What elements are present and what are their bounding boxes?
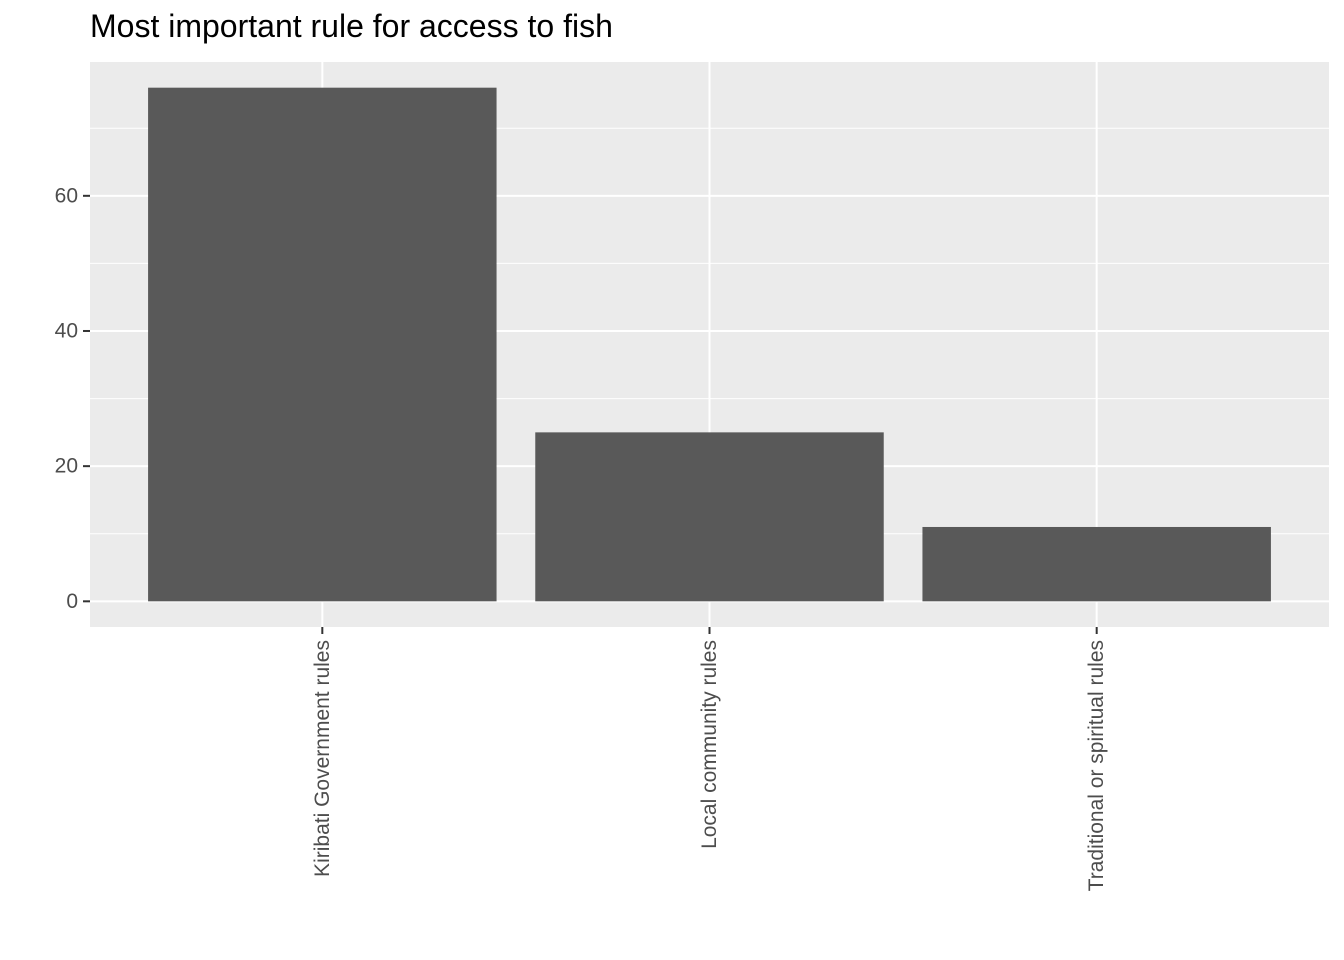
y-tick-label: 40 — [55, 319, 78, 342]
bar — [535, 432, 884, 602]
x-tick-label: Traditional or spiritual rules — [1085, 640, 1108, 891]
chart-title: Most important rule for access to fish — [90, 8, 613, 44]
x-tick-label: Local community rules — [698, 640, 721, 849]
y-tick-label: 60 — [55, 184, 78, 207]
bar — [148, 87, 497, 602]
bars — [148, 87, 1271, 602]
x-tick-label: Kiribati Government rules — [311, 640, 334, 877]
y-axis: 0 20 40 60 — [55, 184, 90, 613]
y-tick-label: 20 — [55, 455, 78, 478]
bar — [922, 526, 1271, 602]
x-axis: Kiribati Government rules Local community… — [311, 627, 1108, 891]
y-tick-label: 0 — [66, 590, 78, 613]
